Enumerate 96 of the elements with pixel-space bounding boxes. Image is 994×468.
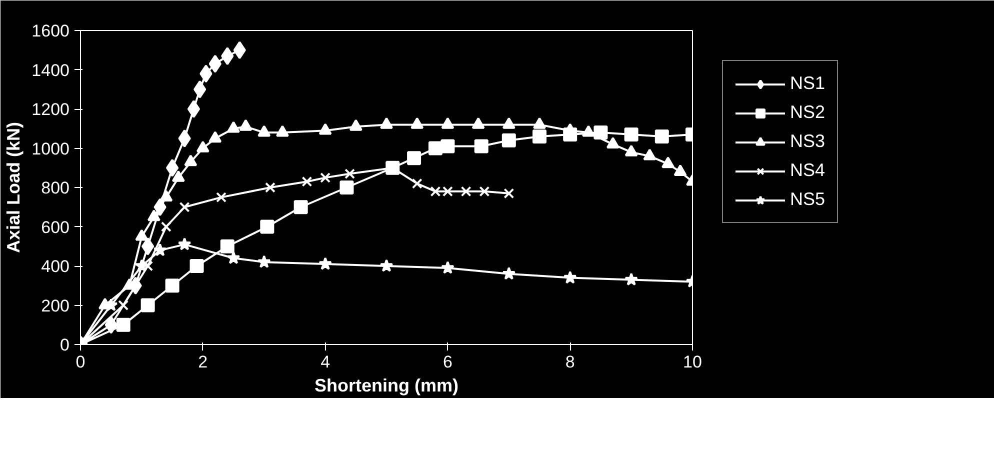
y-tick-label: 0 <box>60 336 70 354</box>
point <box>674 164 687 176</box>
point <box>178 129 191 148</box>
point <box>160 190 173 202</box>
y-tick-label: 1600 <box>32 22 70 40</box>
point <box>141 237 154 256</box>
point <box>258 125 271 137</box>
x-tick-label: 0 <box>76 352 86 372</box>
point <box>294 200 308 214</box>
point <box>187 100 200 118</box>
point <box>624 272 638 286</box>
x-tick-label: 6 <box>442 352 452 372</box>
point <box>153 243 167 256</box>
y-tick-label: 400 <box>41 257 70 276</box>
point <box>412 178 422 189</box>
point <box>344 168 356 180</box>
point <box>208 54 222 73</box>
point <box>380 259 394 272</box>
x-tick-label: 2 <box>198 352 208 372</box>
point <box>318 123 332 135</box>
point <box>410 117 424 129</box>
point <box>502 133 516 148</box>
legend-label: NS3 <box>790 131 826 152</box>
point <box>221 47 234 66</box>
point <box>502 117 516 129</box>
point <box>200 64 212 83</box>
point <box>172 170 185 182</box>
point <box>179 202 190 212</box>
point <box>440 260 454 274</box>
point <box>142 260 154 272</box>
point <box>407 151 422 166</box>
point <box>116 318 130 332</box>
point <box>196 140 210 152</box>
point <box>533 117 546 129</box>
point <box>474 139 488 154</box>
point <box>606 136 620 148</box>
point <box>227 121 240 133</box>
point <box>216 192 227 203</box>
point <box>380 117 393 129</box>
point <box>165 278 180 293</box>
point <box>276 125 289 137</box>
point <box>194 80 206 98</box>
point <box>264 182 276 193</box>
x-tick-label: 8 <box>565 352 575 372</box>
legend-label: NS1 <box>790 73 826 94</box>
point <box>166 158 179 177</box>
point <box>260 220 274 234</box>
point <box>504 188 514 199</box>
y-tick-label: 1000 <box>32 139 70 158</box>
point <box>624 144 638 156</box>
point <box>654 129 669 144</box>
x-axis-title: Shortening (mm) <box>314 376 459 396</box>
point <box>624 128 638 142</box>
point <box>184 154 198 166</box>
point <box>662 156 675 168</box>
legend-label: NS4 <box>790 160 826 181</box>
legend-label: NS2 <box>790 102 826 123</box>
point <box>479 186 490 197</box>
y-axis-title: Axial Load (kN) <box>4 122 24 254</box>
point <box>118 300 129 310</box>
point <box>160 222 172 232</box>
point <box>302 176 312 187</box>
point <box>320 172 331 183</box>
point <box>226 251 240 264</box>
x-tick-label: 10 <box>683 352 702 372</box>
point <box>233 41 246 60</box>
point <box>440 139 455 154</box>
y-tick-label: 200 <box>41 296 70 316</box>
y-tick-label: 800 <box>41 178 70 198</box>
point <box>340 180 354 194</box>
y-tick-label: 1400 <box>32 60 70 80</box>
point <box>532 129 546 144</box>
y-tick-label: 600 <box>41 218 70 237</box>
point <box>178 237 192 250</box>
point <box>135 229 148 241</box>
x-tick-label: 4 <box>320 352 330 372</box>
point <box>190 259 204 273</box>
point <box>257 255 271 268</box>
point <box>239 119 252 131</box>
point <box>140 298 155 312</box>
point <box>502 266 516 280</box>
point <box>134 259 148 272</box>
point <box>147 210 160 222</box>
point <box>563 270 577 284</box>
point <box>460 186 472 197</box>
point <box>643 148 656 160</box>
point <box>349 119 362 131</box>
point <box>208 131 222 143</box>
legend-label: NS5 <box>790 189 826 210</box>
point <box>582 125 595 137</box>
point <box>220 239 234 254</box>
point <box>472 117 485 129</box>
point <box>441 117 454 129</box>
y-tick-label: 1200 <box>32 100 70 119</box>
point <box>318 257 332 270</box>
point <box>594 126 608 140</box>
